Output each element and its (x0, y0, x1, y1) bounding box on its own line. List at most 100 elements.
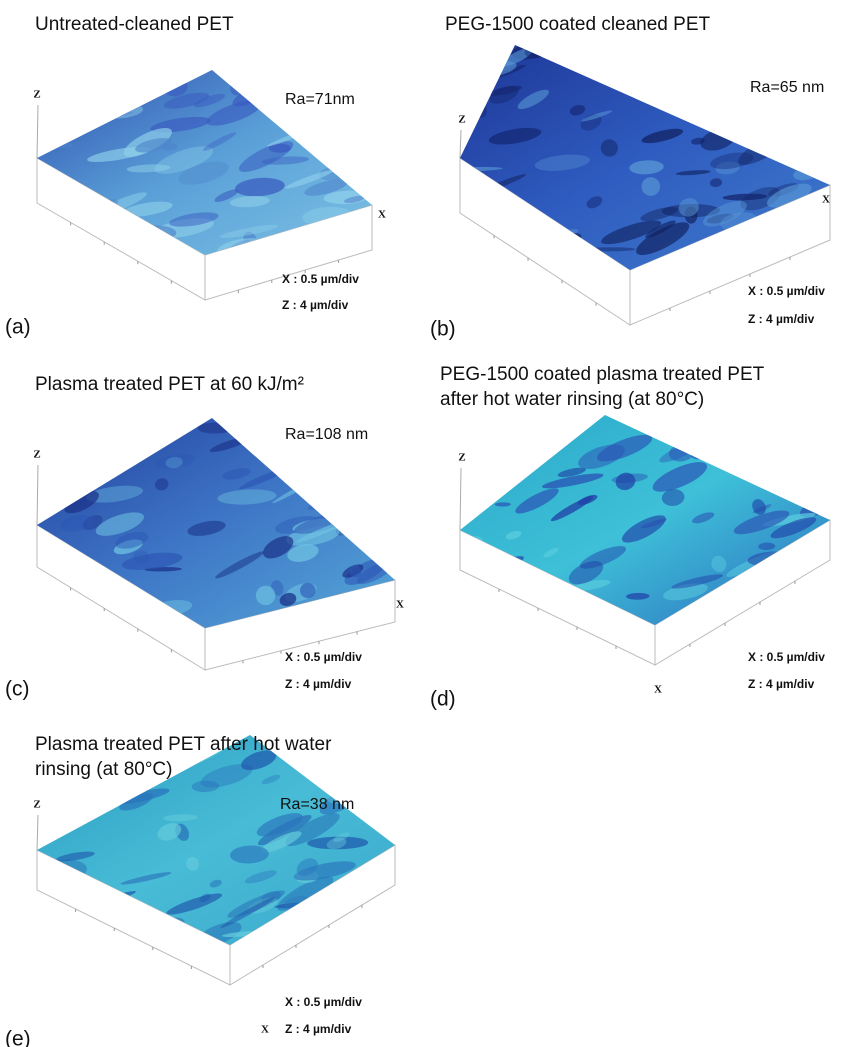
x-axis-label: X (396, 599, 404, 611)
texture-blob (35, 109, 78, 133)
texture-blob (328, 486, 347, 499)
texture-blob (220, 405, 258, 433)
texture-blob (381, 454, 396, 467)
x-axis-label: X (261, 1024, 269, 1036)
z-axis-line (460, 468, 461, 530)
texture-blob (338, 738, 391, 773)
texture-blob (332, 64, 385, 85)
texture-blob (353, 72, 387, 97)
z-axis-line (37, 815, 38, 850)
texture-blob (25, 452, 64, 479)
texture-blob (368, 416, 388, 435)
texture-blob (701, 99, 737, 118)
texture-blob (374, 449, 403, 472)
x-scale: X : 0.5 µm/div (748, 650, 825, 664)
texture-blob (317, 452, 367, 464)
x-scale: X : 0.5 µm/div (285, 650, 362, 664)
panel-letter: (d) (430, 688, 456, 711)
roughness: Ra=71nm (285, 91, 355, 108)
texture-blob (759, 125, 792, 149)
texture-blob (64, 232, 84, 248)
z-scale: Z : 4 µm/div (748, 312, 815, 326)
afm-panel: Plasma treated PET after hot waterrinsin… (5, 732, 410, 1047)
x-scale: X : 0.5 µm/div (748, 284, 825, 298)
texture-blob (31, 599, 87, 613)
z-axis-label: Z (33, 449, 40, 461)
texture-blob (53, 143, 73, 148)
texture-blob (761, 439, 790, 456)
texture-blob (59, 431, 75, 446)
panel-title: after hot water rinsing (at 80°C) (440, 389, 704, 410)
texture-blob (334, 741, 354, 756)
texture-blob (329, 488, 384, 513)
texture-blob (298, 443, 358, 469)
afm-panel: PEG-1500 coated plasma treated PET after … (430, 364, 845, 711)
texture-blob (23, 235, 51, 246)
texture-blob (795, 51, 821, 65)
z-axis-label: Z (33, 89, 40, 101)
texture-blob (49, 926, 93, 939)
texture-blob (810, 581, 834, 604)
texture-blob (49, 426, 86, 451)
texture-blob (744, 434, 782, 451)
texture-blob (15, 416, 64, 438)
z-scale: Z : 4 µm/div (282, 298, 349, 312)
texture-blob (799, 428, 845, 449)
texture-blob (802, 59, 823, 64)
texture-blob (819, 48, 837, 58)
z-axis-line (37, 465, 38, 525)
texture-blob (761, 410, 814, 432)
texture-blob (695, 112, 752, 123)
panel-title: Plasma treated PET after hot water (35, 734, 332, 755)
texture-blob (534, 412, 551, 425)
texture-blob (503, 426, 567, 452)
texture-blob (554, 426, 582, 437)
x-scale: X : 0.5 µm/div (285, 995, 362, 1009)
texture-blob (362, 808, 403, 823)
texture-blob (316, 72, 365, 88)
z-axis-label: Z (33, 799, 40, 811)
texture-blob (470, 453, 516, 472)
z-axis-line (37, 105, 38, 158)
texture-blob (811, 476, 835, 495)
texture-blob (510, 452, 534, 466)
texture-blob (22, 429, 64, 461)
panel-title: PEG-1500 coated plasma treated PET (440, 364, 765, 385)
texture-blob (327, 134, 376, 152)
texture-blob (694, 64, 715, 73)
panel-title: Plasma treated PET at 60 kJ/m² (35, 374, 304, 395)
panel-title: PEG-1500 coated cleaned PET (445, 14, 711, 35)
x-scale: X : 0.5 µm/div (282, 272, 359, 286)
texture-blob (32, 109, 93, 128)
panel-letter: (b) (430, 318, 456, 341)
texture-blob (41, 89, 58, 102)
texture-blob (443, 441, 491, 477)
x-axis-label: X (654, 684, 662, 696)
texture-blob (623, 39, 642, 52)
texture-blob (693, 90, 720, 99)
texture-blob (660, 75, 683, 88)
panel-letter: (c) (5, 678, 30, 701)
texture-blob (766, 599, 798, 619)
texture-blob (464, 603, 517, 617)
roughness: Ra=65 nm (750, 79, 824, 96)
texture-blob (32, 112, 48, 119)
z-scale: Z : 4 µm/div (285, 677, 352, 691)
texture-blob (306, 485, 365, 513)
texture-blob (440, 77, 486, 111)
texture-blob (333, 505, 364, 518)
panel-letter: (a) (5, 316, 31, 339)
texture-blob (341, 466, 384, 473)
z-axis-line (460, 130, 461, 158)
texture-blob (80, 74, 109, 94)
texture-blob (758, 607, 791, 616)
texture-blob (325, 73, 357, 88)
z-axis-label: Z (458, 452, 465, 464)
texture-blob (432, 227, 489, 239)
texture-blob (818, 159, 839, 175)
z-scale: Z : 4 µm/div (285, 1022, 352, 1036)
texture-blob (765, 433, 805, 456)
texture-blob (84, 62, 122, 89)
